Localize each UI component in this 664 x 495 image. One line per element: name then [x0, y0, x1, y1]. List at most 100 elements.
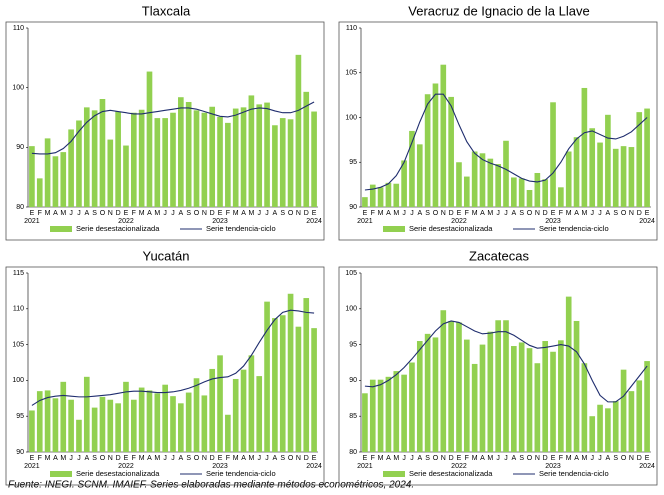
x-tick-label: E: [30, 455, 35, 462]
bar: [232, 108, 239, 207]
bar: [83, 107, 90, 207]
bar: [209, 368, 216, 452]
y-tick-label: 115: [13, 270, 24, 277]
x-tick-label: M: [154, 455, 160, 462]
bar: [409, 362, 415, 452]
x-tick-label: A: [84, 210, 89, 217]
x-tick-label: A: [512, 210, 517, 217]
x-tick-label: N: [108, 210, 113, 217]
x-tick-label: S: [425, 455, 430, 462]
x-year-label: 2021: [357, 463, 373, 470]
x-tick-label: F: [465, 455, 469, 462]
x-tick-label: S: [519, 210, 524, 217]
y-tick-label: 105: [12, 341, 24, 348]
y-tick-label: 80: [16, 204, 24, 211]
bar: [487, 331, 494, 452]
x-tick-label: E: [312, 210, 317, 217]
x-tick-label: J: [410, 210, 414, 217]
bar: [123, 381, 129, 452]
bar: [162, 118, 168, 207]
bar: [534, 172, 541, 207]
x-tick-label: D: [449, 455, 454, 462]
bar: [256, 376, 263, 452]
bar: [432, 83, 439, 207]
bar: [558, 187, 564, 207]
trend-line: [364, 93, 648, 191]
panel-frame: [338, 21, 658, 241]
x-tick-label: E: [312, 455, 317, 462]
x-tick-label: M: [139, 455, 145, 462]
x-tick-label: N: [535, 210, 540, 217]
y-tick-label: 100: [12, 377, 24, 384]
x-tick-label: F: [371, 210, 375, 217]
x-year-label: 2024: [306, 463, 322, 470]
x-tick-label: E: [645, 210, 650, 217]
legend-swatch: [383, 471, 405, 477]
bar: [393, 371, 400, 452]
bar: [146, 390, 153, 452]
bar: [636, 380, 643, 452]
bar: [456, 322, 462, 452]
bar: [605, 408, 611, 452]
x-tick-label: A: [53, 455, 58, 462]
bar: [362, 197, 368, 207]
x-tick-label: M: [378, 455, 384, 462]
x-tick-label: D: [449, 210, 454, 217]
x-tick-label: E: [124, 210, 129, 217]
x-tick-label: F: [132, 455, 136, 462]
bar: [377, 187, 384, 207]
x-tick-label: D: [116, 210, 121, 217]
x-tick-label: A: [606, 455, 611, 462]
x-tick-label: M: [393, 455, 399, 462]
bar: [526, 348, 533, 452]
x-tick-label: J: [496, 210, 500, 217]
bar: [550, 102, 556, 207]
x-tick-label: N: [441, 210, 446, 217]
panel-frame: [338, 266, 658, 486]
bar: [448, 96, 454, 207]
bar: [573, 137, 580, 207]
x-tick-label: S: [92, 455, 97, 462]
x-tick-label: J: [496, 455, 500, 462]
x-tick-label: A: [606, 210, 611, 217]
x-tick-label: J: [410, 455, 414, 462]
x-tick-label: O: [194, 210, 200, 217]
bar: [130, 112, 137, 207]
bar: [287, 119, 294, 207]
x-tick-label: D: [543, 210, 548, 217]
bar: [620, 146, 627, 207]
bar: [589, 128, 596, 207]
bar: [287, 293, 294, 452]
x-tick-label: D: [304, 210, 309, 217]
x-tick-label: E: [218, 210, 223, 217]
x-tick-label: J: [171, 455, 175, 462]
bar: [170, 112, 176, 207]
x-tick-label: F: [38, 455, 42, 462]
x-tick-label: M: [487, 210, 493, 217]
x-tick-label: S: [280, 210, 285, 217]
bar: [311, 328, 317, 452]
bar: [130, 399, 137, 452]
y-tick-label: 90: [349, 377, 357, 384]
bar: [29, 146, 35, 207]
bar: [511, 177, 517, 207]
x-tick-label: S: [280, 455, 285, 462]
bar: [264, 301, 270, 452]
bar: [138, 387, 145, 452]
bar: [209, 106, 216, 207]
x-tick-label: N: [535, 455, 540, 462]
x-tick-label: A: [480, 455, 485, 462]
chart-title: Zacatecas: [469, 248, 529, 263]
trend-line: [31, 309, 315, 406]
bar: [573, 320, 580, 452]
legend-label: Serie desestacionalizada: [76, 469, 160, 478]
x-tick-label: E: [551, 455, 556, 462]
x-tick-label: D: [210, 210, 215, 217]
bar: [248, 95, 255, 207]
bar: [518, 178, 525, 207]
bar: [628, 391, 635, 452]
x-tick-label: A: [147, 210, 152, 217]
x-tick-label: E: [363, 210, 368, 217]
bar: [511, 346, 517, 452]
